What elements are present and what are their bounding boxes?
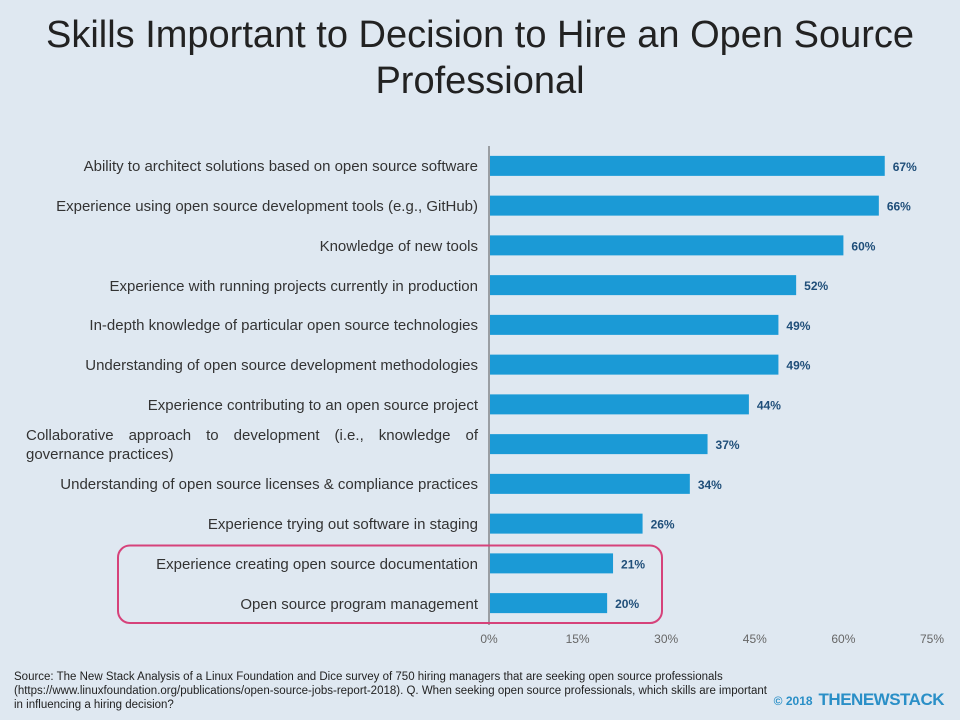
category-label: Collaborative approach to development (i… (26, 427, 478, 464)
bar (490, 553, 614, 574)
highlight-box (117, 544, 663, 624)
bar (490, 195, 879, 216)
category-label: Experience contributing to an open sourc… (147, 396, 478, 414)
source-note: Source: The New Stack Analysis of a Linu… (14, 671, 767, 711)
data-label: 49% (786, 359, 810, 373)
data-label: 44% (757, 398, 781, 412)
bar (490, 394, 749, 415)
data-label: 21% (621, 557, 645, 571)
category-label: Open source program management (240, 595, 478, 613)
data-label: 52% (804, 279, 828, 293)
credit: © 2018 THENEWSTACK (773, 690, 945, 710)
category-label: Knowledge of new tools (319, 237, 478, 255)
data-label: 20% (615, 597, 639, 611)
category-label: Experience with running projects current… (109, 277, 478, 295)
data-label: 60% (851, 239, 875, 253)
category-label: In-depth knowledge of particular open so… (89, 317, 478, 335)
data-label: 67% (893, 160, 917, 174)
x-tick-label: 15% (566, 632, 590, 646)
x-tick-label: 0% (480, 632, 498, 646)
data-label: 34% (698, 478, 722, 492)
category-label: Experience using open source development… (56, 198, 478, 216)
bar (490, 314, 779, 335)
bar (490, 275, 797, 296)
bar (490, 434, 708, 455)
x-tick-label: 75% (920, 632, 944, 646)
bar (490, 235, 844, 256)
x-tick-label: 60% (831, 632, 855, 646)
x-tick-label: 45% (743, 632, 767, 646)
bar (490, 354, 779, 375)
category-label: Experience trying out software in stagin… (207, 516, 478, 534)
bar (490, 473, 690, 494)
category-label: Experience creating open source document… (156, 555, 478, 573)
bar (490, 155, 885, 176)
data-label: 49% (786, 319, 810, 333)
copyright-text: © 2018 (773, 694, 813, 708)
bar (490, 593, 608, 614)
category-label: Understanding of open source licenses & … (60, 476, 478, 494)
data-label: 26% (651, 518, 675, 532)
category-label: Ability to architect solutions based on … (83, 158, 478, 176)
data-label: 37% (716, 438, 740, 452)
x-tick-label: 30% (654, 632, 678, 646)
chart-title: Skills Important to Decision to Hire an … (45, 14, 915, 102)
category-label: Understanding of open source development… (85, 357, 478, 375)
data-label: 66% (887, 200, 911, 214)
bar (490, 513, 643, 534)
brand-logo: THENEWSTACK (818, 690, 945, 709)
